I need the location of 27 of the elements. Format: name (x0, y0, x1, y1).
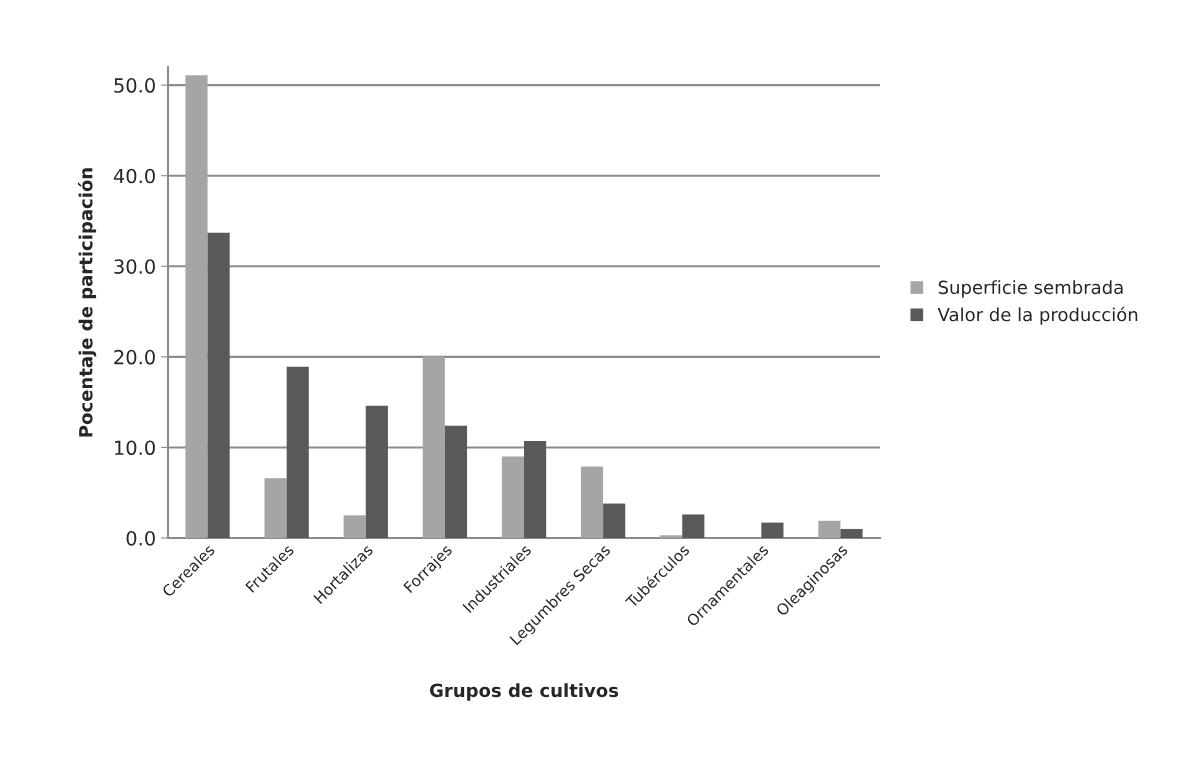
y-tick-label: 20.0 (114, 349, 155, 365)
bar (603, 503, 626, 538)
y-tick-label: 40.0 (113, 168, 155, 184)
y-axis-title: Pocentaje de participación (77, 168, 97, 437)
bar (264, 478, 287, 538)
bar (761, 522, 784, 538)
bar (524, 441, 547, 538)
bar (682, 514, 705, 538)
bar (185, 75, 208, 538)
y-tick-label: 50.0 (114, 78, 155, 93)
bar (444, 425, 468, 538)
bar (286, 366, 309, 538)
bar (365, 405, 388, 538)
x-axis-title: Grupos de cultivos (429, 683, 619, 701)
y-tick-label: 30.0 (114, 259, 155, 274)
bar (660, 535, 683, 538)
legend-label: Superficie sembrada (938, 280, 1123, 298)
y-tick-label: 0.0 (126, 530, 155, 546)
bar (580, 466, 604, 538)
legend-label: Valor de la producción (937, 306, 1138, 325)
bar (840, 528, 863, 538)
bar (422, 356, 445, 538)
bar (501, 456, 524, 538)
bar (343, 515, 366, 538)
y-tick-label: 10.0 (115, 440, 155, 456)
bar (818, 520, 841, 538)
bar (207, 232, 230, 538)
